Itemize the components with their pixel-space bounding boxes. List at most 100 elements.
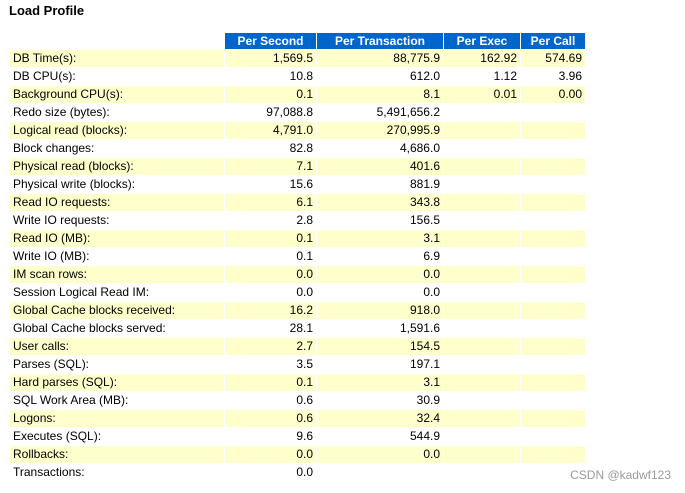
per-call-value xyxy=(521,140,585,157)
table-row: DB CPU(s): 10.8 612.0 1.12 3.96 xyxy=(10,68,585,85)
table-row: Session Logical Read IM: 0.0 0.0 xyxy=(10,284,585,301)
metric-label: Redo size (bytes): xyxy=(10,104,224,121)
metric-label: DB Time(s): xyxy=(10,50,224,67)
per-call-value: 574.69 xyxy=(521,50,585,67)
per-call-value xyxy=(521,356,585,373)
metric-label: Parses (SQL): xyxy=(10,356,224,373)
per-transaction-value: 0.0 xyxy=(317,446,443,463)
per-transaction-value: 3.1 xyxy=(317,230,443,247)
per-exec-value xyxy=(444,104,520,121)
per-transaction-value: 154.5 xyxy=(317,338,443,355)
per-call-value xyxy=(521,320,585,337)
metric-label: Transactions: xyxy=(10,464,224,481)
per-call-value xyxy=(521,302,585,319)
per-transaction-value: 5,491,656.2 xyxy=(317,104,443,121)
per-call-value xyxy=(521,446,585,463)
per-call-value xyxy=(521,428,585,445)
per-exec-value xyxy=(444,374,520,391)
table-row: Physical read (blocks): 7.1 401.6 xyxy=(10,158,585,175)
metric-label: Global Cache blocks received: xyxy=(10,302,224,319)
per-call-value xyxy=(521,248,585,265)
table-row: Background CPU(s): 0.1 8.1 0.01 0.00 xyxy=(10,86,585,103)
table-row: Redo size (bytes): 97,088.8 5,491,656.2 xyxy=(10,104,585,121)
per-exec-value xyxy=(444,410,520,427)
per-second-value: 82.8 xyxy=(225,140,316,157)
per-transaction-value: 270,995.9 xyxy=(317,122,443,139)
header-per-exec: Per Exec xyxy=(444,33,520,49)
table-row: Global Cache blocks served: 28.1 1,591.6 xyxy=(10,320,585,337)
per-call-value xyxy=(521,230,585,247)
per-second-value: 7.1 xyxy=(225,158,316,175)
per-second-value: 97,088.8 xyxy=(225,104,316,121)
table-row: SQL Work Area (MB): 0.6 30.9 xyxy=(10,392,585,409)
table-row: Transactions: 0.0 xyxy=(10,464,585,481)
per-transaction-value: 88,775.9 xyxy=(317,50,443,67)
load-profile-table: Per Second Per Transaction Per Exec Per Cal… xyxy=(9,32,586,482)
page-title: Load Profile xyxy=(9,3,85,18)
per-call-value xyxy=(521,464,585,481)
per-second-value: 1,569.5 xyxy=(225,50,316,67)
per-call-value xyxy=(521,266,585,283)
per-exec-value xyxy=(444,356,520,373)
per-transaction-value: 343.8 xyxy=(317,194,443,211)
metric-label: Physical write (blocks): xyxy=(10,176,224,193)
metric-label: Write IO (MB): xyxy=(10,248,224,265)
per-second-value: 3.5 xyxy=(225,356,316,373)
per-second-value: 4,791.0 xyxy=(225,122,316,139)
per-second-value: 0.1 xyxy=(225,248,316,265)
per-call-value xyxy=(521,104,585,121)
per-exec-value xyxy=(444,194,520,211)
metric-label: Executes (SQL): xyxy=(10,428,224,445)
per-transaction-value: 6.9 xyxy=(317,248,443,265)
per-exec-value xyxy=(444,338,520,355)
table-row: Block changes: 82.8 4,686.0 xyxy=(10,140,585,157)
per-second-value: 28.1 xyxy=(225,320,316,337)
per-second-value: 9.6 xyxy=(225,428,316,445)
per-exec-value xyxy=(444,122,520,139)
metric-label: IM scan rows: xyxy=(10,266,224,283)
per-call-value xyxy=(521,410,585,427)
per-exec-value xyxy=(444,464,520,481)
metric-label: DB CPU(s): xyxy=(10,68,224,85)
header-per-second: Per Second xyxy=(225,33,316,49)
table-row: Hard parses (SQL): 0.1 3.1 xyxy=(10,374,585,391)
table-row: IM scan rows: 0.0 0.0 xyxy=(10,266,585,283)
per-second-value: 0.1 xyxy=(225,230,316,247)
table-row: Write IO (MB): 0.1 6.9 xyxy=(10,248,585,265)
per-transaction-value: 30.9 xyxy=(317,392,443,409)
per-exec-value xyxy=(444,320,520,337)
per-exec-value: 162.92 xyxy=(444,50,520,67)
table-body: DB Time(s): 1,569.5 88,775.9 162.92 574.69 DB… xyxy=(10,50,585,481)
per-call-value xyxy=(521,194,585,211)
per-transaction-value: 156.5 xyxy=(317,212,443,229)
per-second-value: 15.6 xyxy=(225,176,316,193)
per-exec-value: 1.12 xyxy=(444,68,520,85)
per-exec-value xyxy=(444,284,520,301)
per-transaction-value: 612.0 xyxy=(317,68,443,85)
per-call-value xyxy=(521,122,585,139)
per-exec-value xyxy=(444,446,520,463)
per-call-value xyxy=(521,176,585,193)
per-second-value: 2.7 xyxy=(225,338,316,355)
per-exec-value xyxy=(444,392,520,409)
table-row: Physical write (blocks): 15.6 881.9 xyxy=(10,176,585,193)
per-second-value: 10.8 xyxy=(225,68,316,85)
per-transaction-value: 197.1 xyxy=(317,356,443,373)
per-call-value xyxy=(521,212,585,229)
watermark: CSDN @kadwf123 xyxy=(570,468,671,482)
per-exec-value: 0.01 xyxy=(444,86,520,103)
table-row: Read IO (MB): 0.1 3.1 xyxy=(10,230,585,247)
per-second-value: 2.8 xyxy=(225,212,316,229)
metric-label: SQL Work Area (MB): xyxy=(10,392,224,409)
per-exec-value xyxy=(444,230,520,247)
per-call-value xyxy=(521,374,585,391)
metric-label: Background CPU(s): xyxy=(10,86,224,103)
per-second-value: 0.0 xyxy=(225,446,316,463)
per-second-value: 6.1 xyxy=(225,194,316,211)
per-second-value: 0.6 xyxy=(225,410,316,427)
per-second-value: 0.0 xyxy=(225,464,316,481)
table-row: Logical read (blocks): 4,791.0 270,995.9 xyxy=(10,122,585,139)
per-call-value: 0.00 xyxy=(521,86,585,103)
per-transaction-value: 0.0 xyxy=(317,266,443,283)
per-exec-value xyxy=(444,302,520,319)
